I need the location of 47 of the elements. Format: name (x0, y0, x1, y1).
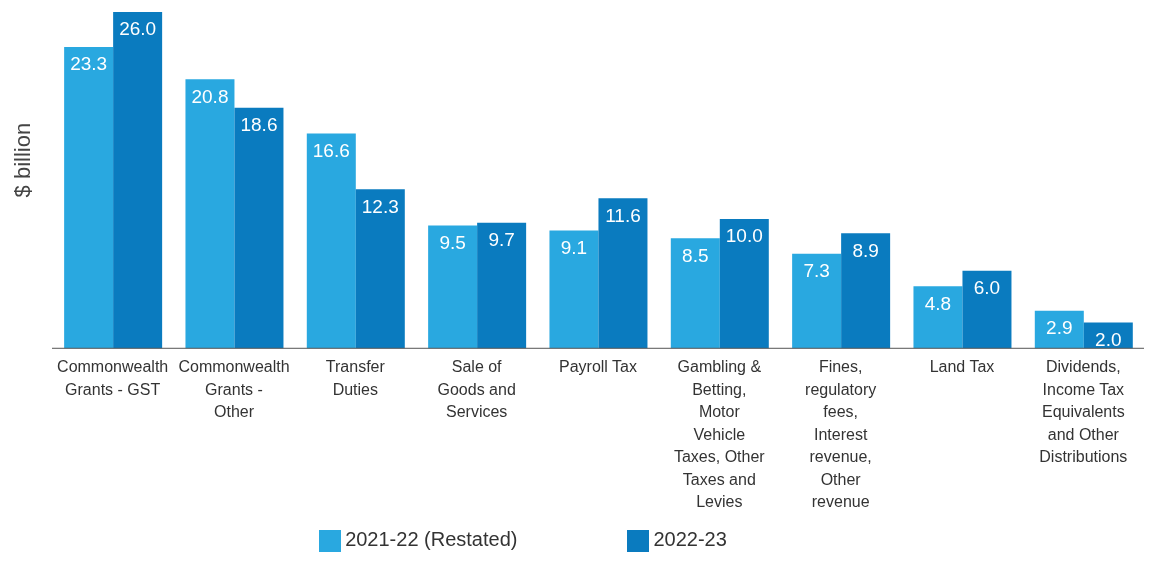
data-label: 16.6 (312, 140, 350, 162)
data-label: 8.5 (682, 244, 709, 266)
data-label: 9.1 (560, 237, 588, 259)
x-tick-label: Sale of Goods and Services (437, 358, 516, 421)
bar (64, 46, 114, 349)
data-label: 2.9 (1046, 317, 1073, 339)
bar (598, 198, 648, 349)
bar (428, 225, 478, 349)
bar (1034, 310, 1084, 349)
bar (913, 286, 963, 349)
bar (234, 107, 284, 349)
data-label: 11.6 (605, 204, 641, 226)
x-tick-label: Gambling & Betting, Motor Vehicle Taxes, Other Taxes and Levies (673, 358, 766, 511)
bar (792, 253, 842, 349)
bar (841, 233, 891, 349)
data-label: 9.7 (488, 229, 515, 251)
legend-label: 2021-22 (Restated) (345, 528, 518, 551)
legend-label: 2022-23 (653, 528, 727, 551)
x-tick-label: Commonwealth Grants - GST (57, 358, 169, 398)
y-axis-title: $ billion (9, 122, 35, 198)
bar (549, 230, 599, 349)
data-label: 9.5 (439, 231, 466, 253)
data-label: 2.0 (1095, 328, 1122, 350)
data-label: 26.0 (119, 18, 157, 40)
x-tick-label: Transfer Duties (325, 358, 386, 398)
data-label: 23.3 (70, 53, 108, 75)
x-tick-label: Dividends, Income Tax Equivalents and Other Distributions (1039, 358, 1128, 466)
bar (670, 238, 720, 349)
data-label: 7.3 (803, 260, 830, 282)
data-label: 12.3 (361, 195, 399, 217)
bar (962, 270, 1012, 349)
bar (719, 218, 769, 349)
bar (185, 79, 235, 349)
bar (306, 133, 356, 349)
data-label: 4.8 (924, 292, 952, 314)
x-tick-label: Commonwealth Grants - Other (178, 358, 290, 421)
x-tick-label: Payroll Tax (559, 358, 637, 376)
data-label: 8.9 (852, 239, 879, 261)
data-label: 10.0 (725, 225, 763, 247)
bar (477, 222, 527, 349)
data-label: 20.8 (191, 85, 229, 107)
data-label: 18.6 (240, 114, 278, 136)
x-tick-label: Land Tax (929, 358, 995, 376)
x-tick-label: Fines, regulatory fees, Interest revenue, Other revenue (805, 358, 877, 511)
data-label: 6.0 (973, 277, 1001, 299)
bar (113, 12, 163, 349)
bar (355, 189, 405, 349)
